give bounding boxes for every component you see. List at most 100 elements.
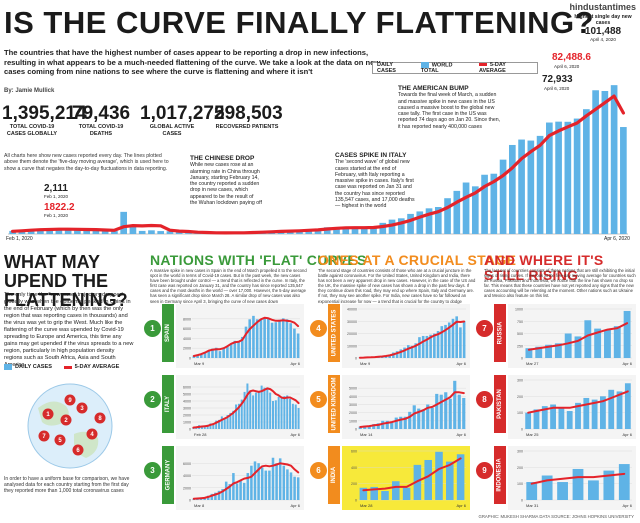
country-chart: 0 10000 20000 30000 40000 Mar 9 Apr 6	[342, 304, 470, 368]
country-chart: 0 100 200 300 Mar 31 Apr 6	[508, 446, 636, 510]
daily-bar	[453, 380, 457, 429]
daily-bar	[272, 401, 274, 429]
y-tick-label: 250	[517, 344, 523, 348]
world-bar	[620, 127, 627, 234]
daily-bar	[446, 461, 454, 500]
country-name: ITALY	[165, 395, 171, 413]
daily-bar	[613, 326, 621, 358]
daily-bar	[372, 424, 376, 429]
daily-bar	[444, 324, 447, 358]
footnote: In order to have a uniform base for comp…	[4, 476, 130, 495]
daily-bar	[436, 331, 440, 358]
daily-bar	[252, 395, 255, 429]
world-bar	[27, 229, 35, 234]
daily-bar	[200, 426, 203, 429]
world-bar	[157, 231, 165, 234]
daily-bar	[260, 385, 263, 429]
daily-bar	[289, 398, 292, 429]
side-legend-avg-label: 5-DAY AVERAGE	[74, 364, 120, 371]
x-start-label: Mar 8	[194, 503, 205, 508]
stat-label: TOTAL COVID-19 CASES GLOBALLY	[6, 124, 58, 137]
country-chart: 0 1000 2000 3000 4000 5000 6000 Feb 28 Apr 6	[176, 375, 304, 439]
last-avg-value: 82,488.6	[552, 52, 591, 63]
world-bar	[499, 159, 507, 234]
y-tick-label: 300	[517, 450, 523, 454]
daily-bar	[218, 419, 220, 429]
daily-bar	[447, 322, 451, 358]
daily-bar	[278, 458, 282, 500]
y-tick-label: 10000	[347, 344, 357, 348]
daily-bar	[525, 348, 533, 358]
y-tick-label: 4000	[183, 337, 191, 341]
world-bar	[64, 229, 72, 234]
american-title: THE AMERICAN BUMP	[398, 85, 469, 92]
daily-bar	[421, 335, 425, 358]
world-bar	[111, 231, 118, 234]
country-name: INDONESIA	[497, 458, 503, 492]
daily-bar	[263, 317, 266, 358]
daily-bar	[572, 468, 584, 500]
world-bar	[388, 219, 396, 234]
country-name-tab: UNITED STATES	[328, 304, 340, 362]
daily-bar	[623, 310, 631, 358]
daily-bar	[399, 349, 403, 358]
daily-bar	[274, 400, 277, 429]
daily-bar	[248, 319, 252, 358]
avg-line	[530, 472, 626, 485]
legend-daily: DAILY CASES	[377, 62, 396, 74]
italy-annotation: CASES SPIKE IN ITALY The 'second wave' o…	[335, 152, 415, 210]
stat-total-deaths: 79,436 TOTAL COVID-19 DEATHS	[72, 104, 130, 137]
highest-label: Highest single day new cases	[574, 14, 632, 26]
world-bar	[360, 227, 368, 234]
italy-text: The 'second wave' of global new cases st…	[335, 159, 415, 210]
daily-bar	[250, 465, 253, 500]
daily-bar	[249, 390, 252, 429]
y-tick-label: 0	[521, 499, 523, 503]
country-panel: 5 UNITED KINGDOM 0 1000 2000 3000 4000 5000 Mar …	[310, 375, 470, 439]
daily-bar	[291, 403, 294, 429]
country-number-badge: 8	[476, 391, 493, 408]
daily-bar	[394, 417, 398, 429]
daily-bar	[207, 350, 211, 358]
y-tick-label: 8000	[183, 317, 191, 321]
y-tick-label: 5000	[183, 393, 191, 397]
daily-bar	[564, 333, 572, 358]
daily-bar	[435, 393, 439, 429]
daily-bar	[210, 493, 214, 500]
daily-bar	[550, 404, 556, 429]
x-start-label: Mar 9	[360, 361, 371, 366]
american-annotation: THE AMERICAN BUMP Towards the final week…	[398, 85, 502, 130]
world-bar	[462, 182, 470, 234]
daily-bar	[293, 328, 296, 358]
daily-bar	[424, 459, 432, 500]
x-start-label: Mar 27	[526, 361, 539, 366]
country-panel: 7 RUSSIA 0 250 500 750 1000 Mar 27 Apr 6	[476, 304, 636, 368]
country-name-tab: RUSSIA	[494, 304, 506, 362]
first-avg-date: Feb 1, 2020	[44, 213, 69, 218]
world-bar	[138, 230, 146, 234]
daily-bar	[266, 387, 269, 429]
daily-bar	[226, 345, 229, 358]
daily-bar	[233, 340, 237, 358]
country-panel: 1 SPAIN 0 2000 4000 6000 8000 Mar 9 Apr 6	[144, 304, 304, 368]
daily-bar	[203, 425, 206, 429]
daily-bar	[526, 482, 538, 500]
daily-bar	[240, 336, 244, 358]
country-number-badge: 4	[310, 320, 327, 337]
daily-bar	[359, 487, 368, 500]
x-start-label: Mar 28	[360, 503, 373, 508]
world-bar	[185, 233, 192, 234]
y-tick-label: 0	[355, 428, 357, 432]
y-tick-label: 0	[189, 499, 191, 503]
world-bar	[323, 227, 331, 234]
daily-bar	[240, 399, 243, 429]
country-panel: 3 GERMANY 0 2000 4000 6000 Mar 8 Apr 6	[144, 446, 304, 510]
x-end-label: Apr 6	[622, 361, 632, 366]
daily-bar	[426, 404, 430, 429]
world-bar	[333, 227, 340, 234]
daily-bar	[604, 329, 611, 358]
daily-bar	[406, 345, 410, 358]
daily-bar	[594, 328, 602, 358]
main-legend: DAILY CASES WORLD TOTAL 5-DAY AVERAGE	[372, 61, 538, 74]
globe-marker-number: 6	[76, 448, 80, 454]
